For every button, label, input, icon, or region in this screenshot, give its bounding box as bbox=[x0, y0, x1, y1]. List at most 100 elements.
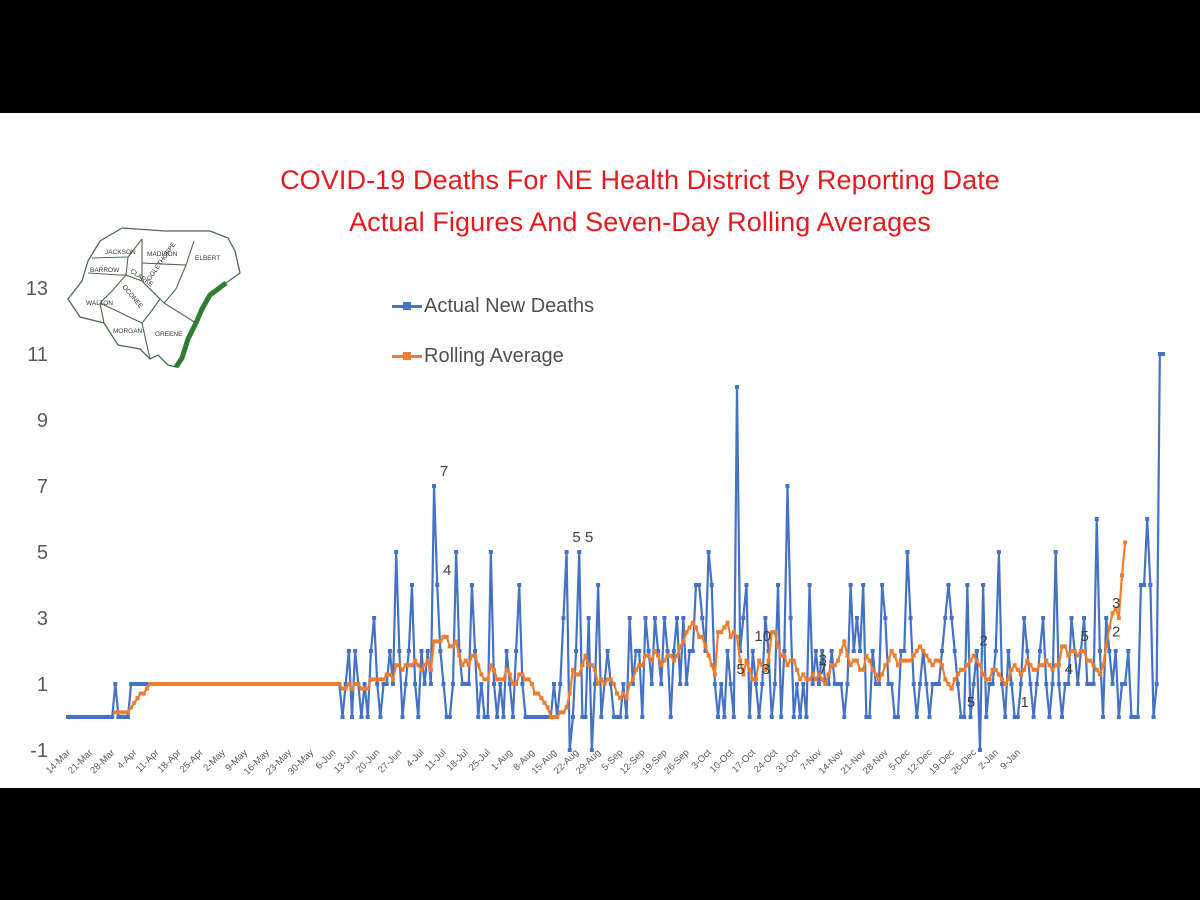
data-point bbox=[766, 658, 771, 663]
data-point bbox=[113, 710, 118, 715]
data-point bbox=[630, 682, 635, 686]
data-point bbox=[596, 583, 601, 587]
data-point bbox=[668, 715, 673, 719]
data-point bbox=[662, 616, 667, 620]
data-point bbox=[703, 644, 708, 649]
data-point bbox=[1056, 663, 1061, 668]
data-point bbox=[1101, 715, 1106, 719]
data-point bbox=[267, 682, 272, 686]
data-point bbox=[940, 663, 945, 668]
data-point bbox=[1031, 667, 1036, 672]
data-point bbox=[406, 649, 411, 653]
data-point bbox=[100, 715, 105, 719]
data-point bbox=[1022, 616, 1027, 620]
data-point bbox=[466, 682, 471, 686]
data-label: 3 bbox=[819, 651, 827, 668]
data-point bbox=[1116, 616, 1121, 620]
data-point bbox=[905, 550, 910, 554]
data-point bbox=[722, 715, 727, 719]
data-point bbox=[580, 663, 585, 668]
data-point bbox=[712, 672, 717, 677]
data-point bbox=[930, 663, 935, 668]
y-tick-label: 1 bbox=[37, 674, 48, 696]
data-point bbox=[706, 653, 711, 658]
data-point bbox=[782, 649, 787, 653]
data-point bbox=[350, 686, 355, 691]
data-point bbox=[125, 715, 130, 719]
data-point bbox=[656, 649, 661, 653]
data-point bbox=[1107, 649, 1112, 653]
data-point bbox=[589, 663, 594, 668]
data-point bbox=[97, 715, 102, 719]
data-point bbox=[971, 653, 976, 658]
data-point bbox=[996, 550, 1001, 554]
data-point bbox=[810, 682, 815, 686]
data-point bbox=[514, 649, 519, 653]
data-point bbox=[876, 682, 881, 686]
data-point bbox=[911, 682, 916, 686]
data-point bbox=[533, 715, 538, 719]
data-label: 5 bbox=[737, 661, 745, 678]
data-point bbox=[438, 639, 443, 644]
data-point bbox=[820, 649, 825, 653]
data-point bbox=[873, 682, 878, 686]
data-point bbox=[548, 715, 553, 719]
series-layer bbox=[66, 352, 1165, 752]
data-point bbox=[798, 677, 803, 682]
data-point bbox=[242, 682, 247, 686]
data-point bbox=[886, 682, 891, 686]
data-label: 6 bbox=[1194, 113, 1200, 117]
data-point bbox=[927, 658, 932, 663]
y-axis-ticks: 13 11 9 7 5 3 1 -1 bbox=[26, 278, 48, 762]
data-point bbox=[94, 715, 99, 719]
data-point bbox=[432, 639, 437, 644]
data-point bbox=[1050, 667, 1055, 672]
data-point bbox=[1116, 715, 1121, 719]
data-point bbox=[1003, 682, 1008, 686]
data-point bbox=[955, 672, 960, 677]
data-point bbox=[741, 672, 746, 677]
data-point bbox=[933, 682, 938, 686]
data-point bbox=[1142, 583, 1147, 587]
data-point bbox=[353, 649, 358, 653]
data-point bbox=[889, 649, 894, 653]
data-point bbox=[977, 748, 982, 752]
data-point bbox=[482, 715, 487, 719]
data-point bbox=[226, 682, 231, 686]
data-label: 5 bbox=[967, 694, 975, 711]
data-point bbox=[930, 682, 935, 686]
data-point bbox=[1132, 715, 1137, 719]
data-point bbox=[1028, 663, 1033, 668]
data-point bbox=[485, 677, 490, 682]
data-point bbox=[977, 663, 982, 668]
data-point bbox=[785, 484, 790, 488]
data-point bbox=[492, 667, 497, 672]
data-point bbox=[608, 677, 613, 682]
data-point bbox=[621, 691, 626, 696]
data-point bbox=[394, 550, 399, 554]
county-label: GREENE bbox=[155, 331, 183, 338]
data-point bbox=[372, 677, 377, 682]
data-point bbox=[473, 653, 478, 658]
chart-subtitle: Actual Figures And Seven-Day Rolling Ave… bbox=[349, 207, 931, 237]
data-point bbox=[646, 649, 651, 653]
data-point bbox=[308, 682, 313, 686]
legend-swatch-actual bbox=[392, 302, 422, 310]
data-point bbox=[697, 583, 702, 587]
data-point bbox=[428, 667, 433, 672]
data-point bbox=[1050, 682, 1055, 686]
data-point bbox=[949, 616, 954, 620]
data-label: 4 bbox=[443, 562, 451, 579]
data-point bbox=[1075, 653, 1080, 658]
data-point bbox=[1003, 715, 1008, 719]
data-point bbox=[946, 682, 951, 686]
data-point bbox=[987, 677, 992, 682]
data-point bbox=[233, 682, 238, 686]
x-tick-label: 28-Mar bbox=[88, 747, 117, 776]
data-point bbox=[848, 583, 853, 587]
data-point bbox=[539, 715, 544, 719]
data-point bbox=[343, 686, 348, 691]
data-point bbox=[1119, 573, 1124, 578]
data-point bbox=[132, 682, 137, 686]
